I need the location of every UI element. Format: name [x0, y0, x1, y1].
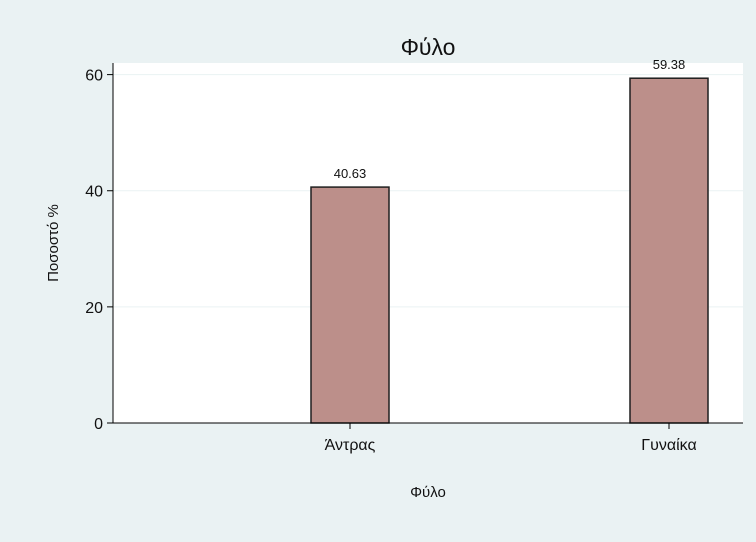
data-label: 59.38 [653, 57, 686, 72]
axes [112, 63, 743, 424]
x-tick-label: Γυναίκα [641, 437, 696, 454]
x-axis-title: Φύλο [410, 484, 446, 501]
y-ticks: 0 20 40 60 [85, 68, 113, 433]
x-ticks: Άντρας Γυναίκα [325, 423, 697, 454]
bar [629, 77, 709, 424]
y-tick-label: 40 [85, 184, 103, 201]
y-tick-label: 20 [85, 300, 103, 317]
data-label: 40.63 [334, 166, 367, 181]
y-tick-label: 60 [85, 68, 103, 85]
bars [310, 77, 709, 424]
x-tick-label: Άντρας [325, 437, 376, 454]
y-axis-title: Ποσοστό % [45, 204, 62, 282]
y-tick-label: 0 [94, 416, 103, 433]
chart-title: Φύλο [401, 34, 456, 60]
data-labels: 40.63 59.38 [334, 57, 686, 181]
bar [310, 186, 390, 424]
